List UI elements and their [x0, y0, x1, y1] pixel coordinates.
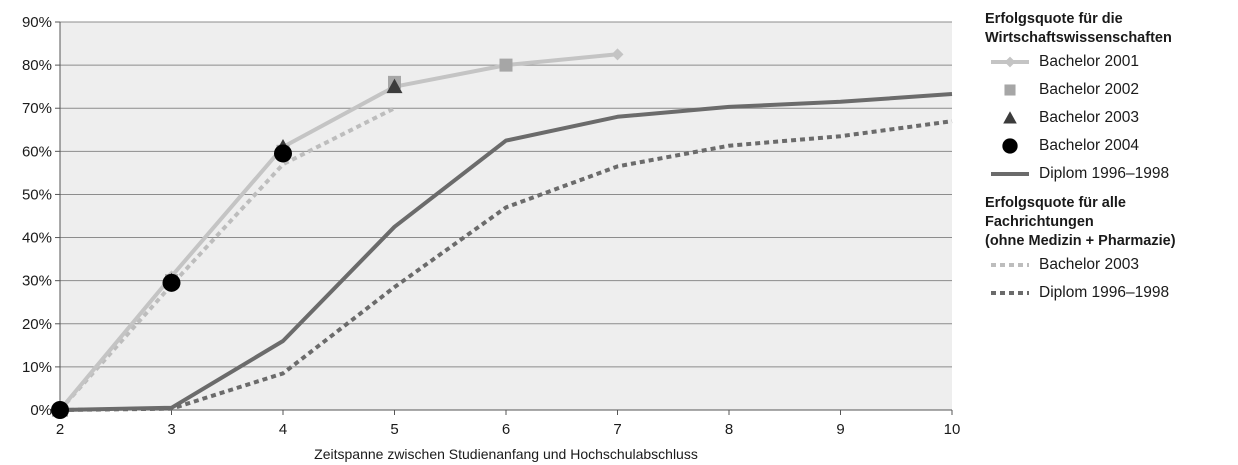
y-tick-label: 40%	[22, 230, 52, 247]
series-line	[58, 52, 618, 412]
legend-group-title: Erfolgsquote für alle Fachrichtungen (ohne…	[985, 194, 1235, 251]
y-tick-label: 50%	[22, 186, 52, 203]
legend-symbol	[1002, 138, 1018, 154]
data-point	[162, 273, 181, 292]
data-point	[386, 78, 403, 94]
gridlines	[60, 21, 952, 368]
x-tick-label: 7	[613, 421, 621, 438]
series-line	[59, 119, 953, 412]
legend-group: Erfolgsquote für alle Fachrichtungen (ohne…	[985, 194, 1235, 307]
legend-symbol	[991, 263, 1029, 267]
data-point	[1003, 111, 1017, 124]
x-tick-label: 8	[725, 421, 733, 438]
legend-label: Bachelor 2002	[1039, 81, 1139, 98]
legend-title-line: Wirtschaftswissenschaften	[985, 30, 1172, 46]
legend-group-title: Erfolgsquote für die Wirtschaftswissensch…	[985, 10, 1235, 48]
legend-symbol	[1003, 111, 1017, 124]
legend-title-line: (ohne Medizin + Pharmazie)	[985, 233, 1176, 249]
y-tick-label: 10%	[22, 359, 52, 376]
x-tick-label: 10	[944, 421, 961, 438]
data-point	[1004, 56, 1016, 68]
legend: Erfolgsquote für die Wirtschaftswissensch…	[985, 10, 1235, 313]
legend-label: Bachelor 2004	[1039, 137, 1139, 154]
legend-group: Erfolgsquote für die Wirtschaftswissensch…	[985, 10, 1235, 188]
y-tick-label: 80%	[22, 57, 52, 74]
data-point	[1004, 84, 1016, 96]
axes	[55, 21, 953, 415]
legend-item: Bachelor 2003	[985, 251, 1235, 279]
legend-title-line: Fachrichtungen	[985, 214, 1094, 230]
legend-item: Bachelor 2001	[985, 48, 1235, 76]
x-tick-label: 5	[390, 421, 398, 438]
legend-label: Diplom 1996–1998	[1039, 165, 1170, 182]
x-tick-label: 4	[279, 421, 287, 438]
y-tick-label: 60%	[22, 143, 52, 160]
legend-symbol	[991, 56, 1029, 68]
y-tick-label: 0%	[30, 402, 52, 419]
x-tick-label: 3	[167, 421, 175, 438]
y-tick-label: 30%	[22, 273, 52, 290]
data-point	[274, 144, 292, 163]
legend-label: Diplom 1996–1998	[1039, 284, 1170, 301]
y-tick-label: 90%	[22, 14, 52, 31]
x-tick-label: 2	[56, 421, 64, 438]
data-point	[1002, 138, 1018, 154]
data-point	[51, 401, 69, 419]
x-axis-label: Zeitspanne zwischen Studienanfang und Ho…	[314, 446, 698, 462]
legend-item: Bachelor 2004	[985, 132, 1235, 160]
legend-item: Diplom 1996–1998	[985, 279, 1235, 307]
legend-symbol	[991, 291, 1029, 295]
series-line	[59, 92, 953, 412]
legend-label: Bachelor 2003	[1039, 256, 1139, 273]
legend-item: Bachelor 2002	[985, 76, 1235, 104]
data-point	[499, 58, 513, 72]
legend-title-line: Erfolgsquote für alle	[985, 195, 1126, 211]
series-line	[58, 106, 396, 412]
legend-item: Diplom 1996–1998	[985, 160, 1235, 188]
tick-labels: 0% 10% 20% 30% 40% 50% 60% 70% 80% 90% 2 3 4 5 6 7 8 9 10	[22, 14, 960, 438]
line-chart: 0%10%20%30%40%50%60%70%80%90%2 3 4 5 6 7 8 9 10 …	[22, 14, 960, 462]
y-tick-label: 70%	[22, 100, 52, 117]
legend-item: Bachelor 2003	[985, 104, 1235, 132]
legend-label: Bachelor 2001	[1039, 53, 1139, 70]
legend-label: Bachelor 2003	[1039, 109, 1139, 126]
plot-area	[60, 22, 952, 410]
data-point	[611, 48, 624, 61]
x-tick-label: 9	[836, 421, 844, 438]
legend-symbol	[991, 172, 1029, 176]
legend-symbol	[1004, 84, 1016, 96]
series-layer	[51, 48, 953, 419]
legend-title-line: Erfolgsquote für die	[985, 11, 1123, 27]
x-tick-label: 6	[502, 421, 510, 438]
y-tick-label: 20%	[22, 316, 52, 333]
